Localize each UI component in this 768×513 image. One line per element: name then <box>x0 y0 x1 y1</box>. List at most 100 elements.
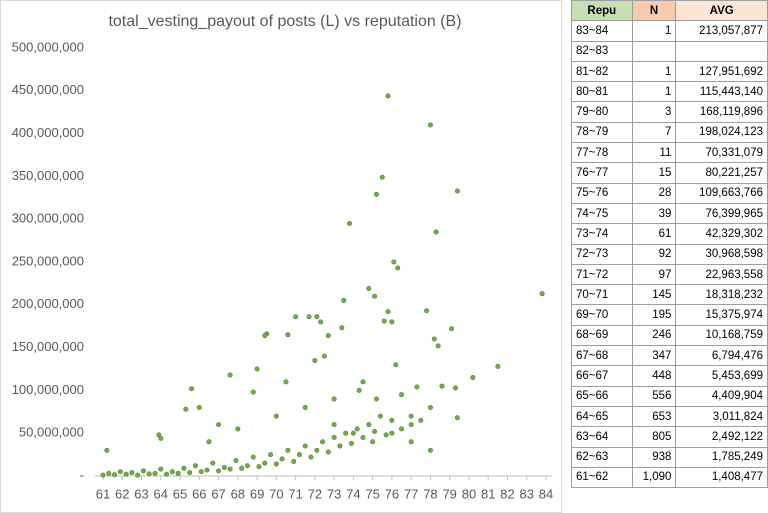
scatter-point <box>391 259 397 265</box>
table-cell: 653 <box>631 405 677 428</box>
table-cell: 76~77 <box>571 162 633 184</box>
scatter-point <box>283 379 289 385</box>
table-row: 64~65 653 3,011,824 <box>571 405 768 428</box>
x-tick-label: 63 <box>134 486 148 501</box>
summary-table: Repu N AVG 83~84 1 213,057,877 82~83 81~82 1 127… <box>571 0 768 489</box>
scatter-point <box>354 426 360 432</box>
table-row: 80~81 1 115,443,140 <box>571 81 768 103</box>
table-cell: 15 <box>631 162 677 184</box>
table-cell: 347 <box>631 345 677 367</box>
scatter-point <box>306 314 312 320</box>
scatter-point <box>293 314 299 320</box>
scatter-point <box>296 452 302 458</box>
table-cell: 69~70 <box>571 304 633 326</box>
table-cell: 7 <box>631 121 677 144</box>
chart-title: total_vesting_payout of posts (L) vs rep… <box>108 13 461 30</box>
scatter-point <box>366 422 372 428</box>
table-cell: 109,663,766 <box>675 182 768 204</box>
scatter-point <box>146 471 152 477</box>
scatter-point <box>244 463 250 469</box>
scatter-point <box>350 430 356 436</box>
scatter-point <box>181 465 187 471</box>
x-tick-label: 62 <box>115 486 129 501</box>
scatter-point <box>389 430 395 436</box>
y-tick-label: 250,000,000 <box>12 253 84 268</box>
table-cell: 3,011,824 <box>675 405 768 428</box>
x-tick-label: 64 <box>154 486 168 501</box>
scatter-point <box>331 396 337 402</box>
table-cell: 30,968,598 <box>675 243 768 265</box>
table-cell: 246 <box>631 324 677 347</box>
table-cell: 71~72 <box>571 263 633 286</box>
table-cell: 75~76 <box>571 182 633 204</box>
table-row: 77~78 11 70,331,079 <box>571 142 768 164</box>
table-row: 65~66 556 4,409,904 <box>571 385 768 407</box>
scatter-point <box>221 464 227 470</box>
table-row: 67~68 347 6,794,476 <box>571 345 768 367</box>
scatter-point <box>117 469 123 475</box>
scatter-point <box>135 472 141 478</box>
scatter-point <box>374 191 380 197</box>
x-tick-label: 73 <box>327 486 341 501</box>
table-cell: 3 <box>631 101 677 123</box>
scatter-point <box>169 469 175 475</box>
table-cell: 92 <box>631 243 677 265</box>
x-tick-label: 74 <box>346 486 360 501</box>
scatter-point <box>183 406 189 412</box>
scatter-point <box>158 466 164 472</box>
scatter-point <box>187 470 193 476</box>
table-row: 75~76 28 109,663,766 <box>571 182 768 204</box>
table-row: 81~82 1 127,951,692 <box>571 60 768 83</box>
scatter-point <box>372 428 378 434</box>
table-cell: 67~68 <box>571 345 633 367</box>
table-row: 69~70 195 15,375,974 <box>571 304 768 326</box>
scatter-point <box>395 265 401 271</box>
x-tick-label: 82 <box>500 486 514 501</box>
scatter-point <box>408 413 414 419</box>
scatter-point <box>381 318 387 324</box>
scatter-point <box>331 422 337 428</box>
scatter-point <box>239 465 245 471</box>
scatter-point <box>370 439 376 445</box>
table-cell: 1 <box>631 20 677 42</box>
x-tick-label: 75 <box>365 486 379 501</box>
table-cell: 68~69 <box>571 324 633 347</box>
scatter-point <box>360 434 366 440</box>
scatter-point <box>192 463 198 469</box>
scatter-point <box>449 326 455 332</box>
scatter-point <box>250 389 256 395</box>
table-cell: 76,399,965 <box>675 202 768 225</box>
scatter-point <box>393 362 399 368</box>
table-cell: 127,951,692 <box>675 60 768 83</box>
scatter-point <box>198 469 204 475</box>
table-cell: 72~73 <box>571 243 633 265</box>
scatter-point <box>452 385 458 391</box>
table-cell: 6,794,476 <box>675 345 768 367</box>
scatter-point <box>302 443 308 449</box>
table-cell: 28 <box>631 182 677 204</box>
scatter-point <box>495 363 501 369</box>
y-tick-label: 300,000,000 <box>12 211 84 226</box>
scatter-point <box>210 460 216 466</box>
table-row: 63~64 805 2,492,122 <box>571 426 768 448</box>
table-cell: 61 <box>631 223 677 245</box>
scatter-point <box>408 422 414 428</box>
scatter-point <box>106 470 112 476</box>
table-cell: 70,331,079 <box>675 142 768 164</box>
scatter-point <box>337 443 343 449</box>
table-cell: 62~63 <box>571 446 633 468</box>
table-cell: 80,221,257 <box>675 162 768 184</box>
table-cell: 78~79 <box>571 121 633 144</box>
scatter-point <box>347 220 353 226</box>
scatter-point <box>360 379 366 385</box>
scatter-point <box>216 422 222 428</box>
scatter-point <box>320 439 326 445</box>
scatter-point <box>408 439 414 445</box>
table-cell: 115,443,140 <box>675 81 768 103</box>
table-cell: 1 <box>631 81 677 103</box>
scatter-point <box>206 439 212 445</box>
scatter-point <box>152 470 158 476</box>
header-cell: AVG <box>675 0 768 22</box>
scatter-point <box>389 417 395 423</box>
table-row: 72~73 92 30,968,598 <box>571 243 768 265</box>
